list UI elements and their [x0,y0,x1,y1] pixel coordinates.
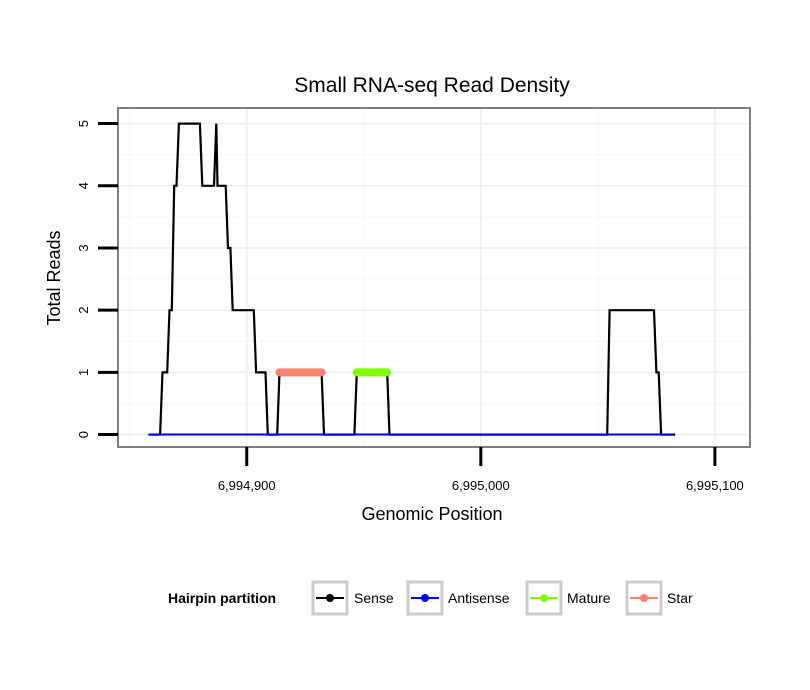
legend-key-point [421,594,429,602]
legend-item-antisense: Antisense [406,580,510,616]
legend-key-point [540,594,548,602]
y-tick-label: 2 [76,307,91,314]
legend: Hairpin partition Sense Antisense Mature Sta… [168,580,693,616]
legend-item-sense: Sense [311,580,394,616]
x-tick-label: 6,995,100 [686,478,744,493]
series-star-points [275,368,326,377]
legend-label: Antisense [448,590,510,606]
legend-label: Star [667,590,693,606]
plot-border [117,107,751,448]
legend-item-star: Star [625,580,693,616]
y-axis-title: Total Reads [44,230,64,325]
y-tick-label: 5 [76,120,91,127]
y-tick-label: 1 [76,369,91,376]
legend-key-point [326,594,334,602]
legend-label: Mature [567,590,611,606]
x-tick-label: 6,994,900 [218,478,276,493]
x-axis-title: Genomic Position [361,504,502,524]
chart-title: Small RNA-seq Read Density [294,74,570,97]
series-mature-point [383,368,392,377]
plot-background [118,108,750,447]
series-star-point [317,368,326,377]
legend-item-mature: Mature [525,580,611,616]
series-mature-points [352,368,392,377]
y-tick-label: 0 [76,431,91,438]
legend-title: Hairpin partition [168,590,276,606]
x-tick-label: 6,995,000 [452,478,510,493]
legend-label: Sense [354,590,394,606]
y-tick-label: 4 [76,182,91,189]
series-sense-line [148,122,676,436]
y-tick-label: 3 [76,244,91,251]
plot-area: 0 1 2 3 4 5 6,994,900 6,995,000 6,995,100 [76,107,751,493]
legend-key-point [640,594,648,602]
